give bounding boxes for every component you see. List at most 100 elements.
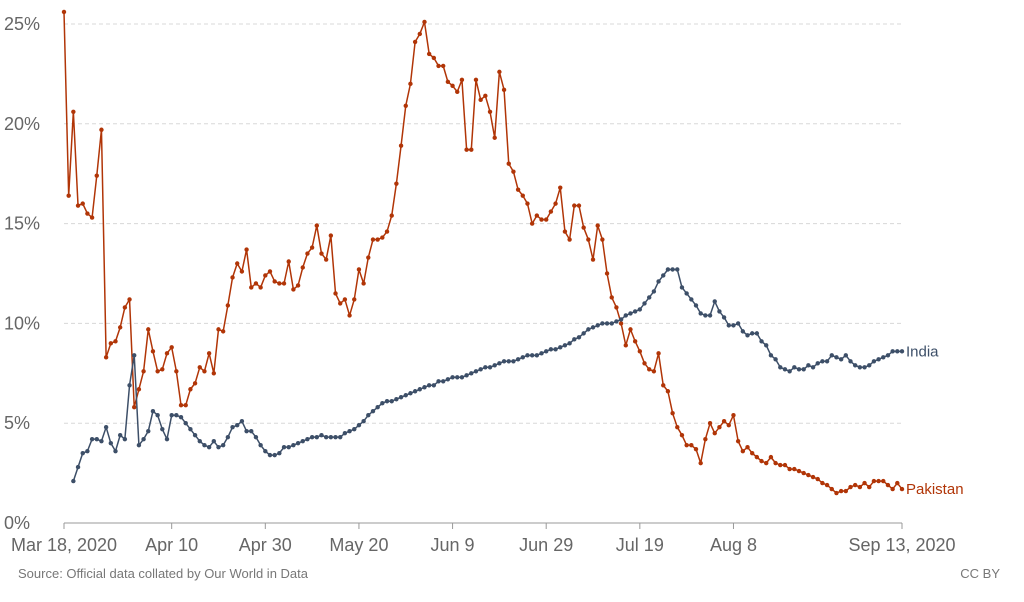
- data-point-india: [169, 413, 174, 418]
- data-point-pakistan: [712, 430, 717, 436]
- data-point-india: [764, 343, 769, 348]
- data-point-pakistan: [670, 411, 675, 416]
- data-point-pakistan: [572, 203, 577, 208]
- data-point-india: [464, 373, 469, 378]
- data-point-pakistan: [183, 403, 188, 408]
- data-point-india: [277, 450, 282, 456]
- data-point-india: [258, 442, 263, 448]
- data-point-india: [333, 434, 338, 440]
- data-point-pakistan: [895, 480, 900, 486]
- data-point-pakistan: [862, 480, 867, 486]
- data-point-india: [253, 434, 259, 440]
- data-point-india: [586, 327, 591, 332]
- data-point-india: [506, 359, 511, 364]
- data-point-pakistan: [164, 351, 170, 356]
- data-point-pakistan: [211, 371, 217, 376]
- data-point-pakistan: [553, 201, 558, 206]
- data-point-india: [544, 349, 549, 354]
- data-point-india: [211, 438, 217, 444]
- data-point-india: [487, 365, 493, 370]
- y-tick-label: 15%: [4, 214, 40, 234]
- data-point-pakistan: [305, 251, 310, 256]
- data-point-india: [689, 297, 694, 302]
- data-point-pakistan: [600, 237, 605, 242]
- data-point-pakistan: [197, 365, 202, 370]
- data-point-india: [604, 321, 610, 326]
- data-point-pakistan: [703, 436, 708, 442]
- data-point-india: [75, 464, 81, 470]
- data-point-pakistan: [99, 127, 104, 132]
- data-point-india: [890, 349, 895, 354]
- data-point-india: [164, 436, 170, 442]
- data-point-india: [216, 444, 221, 450]
- data-point-india: [94, 436, 99, 442]
- data-point-pakistan: [89, 215, 95, 220]
- data-point-pakistan: [370, 237, 376, 242]
- data-point-india: [441, 379, 446, 384]
- data-point-pakistan: [220, 329, 226, 334]
- data-point-pakistan: [342, 297, 348, 302]
- data-point-pakistan: [426, 51, 432, 57]
- data-point-india: [108, 440, 114, 446]
- data-point-india: [885, 353, 891, 358]
- data-point-pakistan: [319, 251, 324, 256]
- x-tick-label: Mar 18, 2020: [11, 535, 117, 555]
- data-point-india: [394, 397, 399, 402]
- data-point-india: [178, 415, 184, 420]
- data-point-india: [174, 413, 179, 418]
- data-point-pakistan: [576, 203, 582, 208]
- data-point-pakistan: [558, 185, 563, 190]
- data-point-india: [132, 353, 137, 358]
- data-point-pakistan: [801, 470, 806, 476]
- data-point-pakistan: [529, 221, 535, 226]
- data-point-pakistan: [525, 201, 530, 206]
- data-point-india: [338, 434, 343, 440]
- data-point-pakistan: [141, 369, 146, 374]
- data-point-india: [810, 365, 816, 370]
- data-point-pakistan: [806, 472, 811, 478]
- data-point-india: [127, 383, 132, 388]
- data-point-pakistan: [464, 147, 469, 152]
- data-point-india: [675, 267, 680, 272]
- data-point-pakistan: [422, 19, 427, 25]
- data-point-india: [529, 353, 535, 358]
- data-point-pakistan: [520, 193, 525, 198]
- data-point-pakistan: [506, 161, 511, 166]
- x-tick-label: Jun 9: [431, 535, 475, 555]
- data-point-india: [796, 367, 802, 372]
- data-point-india: [899, 349, 905, 354]
- x-tick-label: Sep 13, 2020: [848, 535, 955, 555]
- data-point-india: [623, 313, 628, 318]
- data-point-india: [483, 365, 488, 370]
- data-point-india: [160, 426, 165, 432]
- data-point-pakistan: [216, 327, 221, 332]
- data-point-india: [857, 365, 863, 370]
- data-point-india: [876, 357, 881, 362]
- data-point-india: [881, 355, 886, 360]
- data-point-pakistan: [871, 478, 877, 484]
- data-point-pakistan: [824, 482, 830, 488]
- data-point-india: [806, 363, 811, 368]
- data-point-pakistan: [286, 259, 291, 264]
- series-line-pakistan: [63, 11, 903, 494]
- data-point-india: [843, 353, 849, 358]
- data-point-pakistan: [745, 444, 750, 450]
- data-point-india: [661, 273, 666, 278]
- data-point-india: [515, 357, 521, 362]
- data-point-pakistan: [258, 285, 263, 290]
- data-point-india: [389, 399, 394, 404]
- data-point-pakistan: [749, 450, 755, 456]
- data-point-pakistan: [239, 269, 245, 274]
- data-point-pakistan: [792, 466, 797, 472]
- data-point-pakistan: [684, 442, 689, 448]
- data-point-india: [501, 359, 507, 364]
- data-point-pakistan: [810, 474, 816, 480]
- data-point-pakistan: [361, 281, 366, 286]
- data-point-india: [520, 355, 525, 360]
- series-lines: [61, 9, 905, 496]
- data-point-india: [726, 323, 731, 328]
- series-line-india: [72, 268, 902, 482]
- data-point-india: [370, 409, 376, 414]
- data-point-india: [679, 285, 685, 290]
- x-tick-label: Jul 19: [616, 535, 664, 555]
